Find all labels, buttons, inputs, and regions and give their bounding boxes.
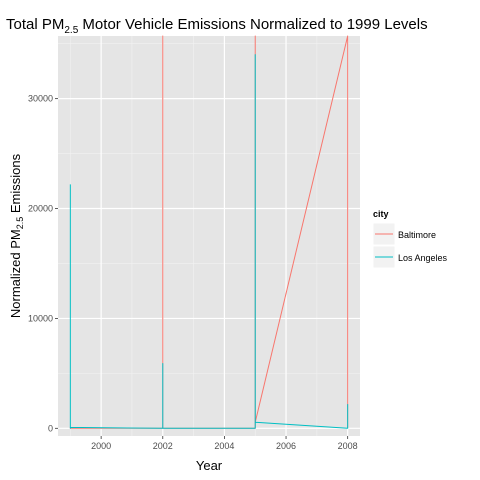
y-tick-label-2: 20000 (28, 204, 53, 214)
chart-title: Total PM2.5 Motor Vehicle Emissions Norm… (6, 16, 428, 36)
legend-label-los-angeles: Los Angeles (398, 253, 448, 263)
y-tick-label-3: 30000 (28, 94, 53, 104)
legend-item-baltimore: Baltimore (372, 222, 436, 246)
series-layer (69, 35, 349, 429)
y-tick-label-1: 10000 (28, 313, 53, 323)
legend-item-los-angeles: Los Angeles (372, 245, 448, 269)
x-tick-label-2: 2004 (214, 441, 234, 451)
series-line-los-angeles (69, 54, 349, 429)
axis-ticks (55, 98, 349, 439)
x-tick-label-0: 2000 (91, 441, 111, 451)
x-tick-label-4: 2008 (338, 441, 358, 451)
x-tick-label-1: 2002 (153, 441, 173, 451)
legend-label-baltimore: Baltimore (398, 230, 436, 240)
y-axis-title: Normalized PM2.5 Emissions (8, 153, 25, 318)
y-tick-label-0: 0 (48, 423, 53, 433)
legend: city Baltimore Los Angeles (372, 209, 448, 269)
legend-title: city (373, 209, 389, 219)
x-tick-label-3: 2006 (276, 441, 296, 451)
plot-panel (58, 36, 360, 436)
x-axis-title: Year (196, 458, 223, 473)
tick-labels: 2000 2002 2004 2006 2008 0 10000 20000 30000 (28, 94, 358, 451)
